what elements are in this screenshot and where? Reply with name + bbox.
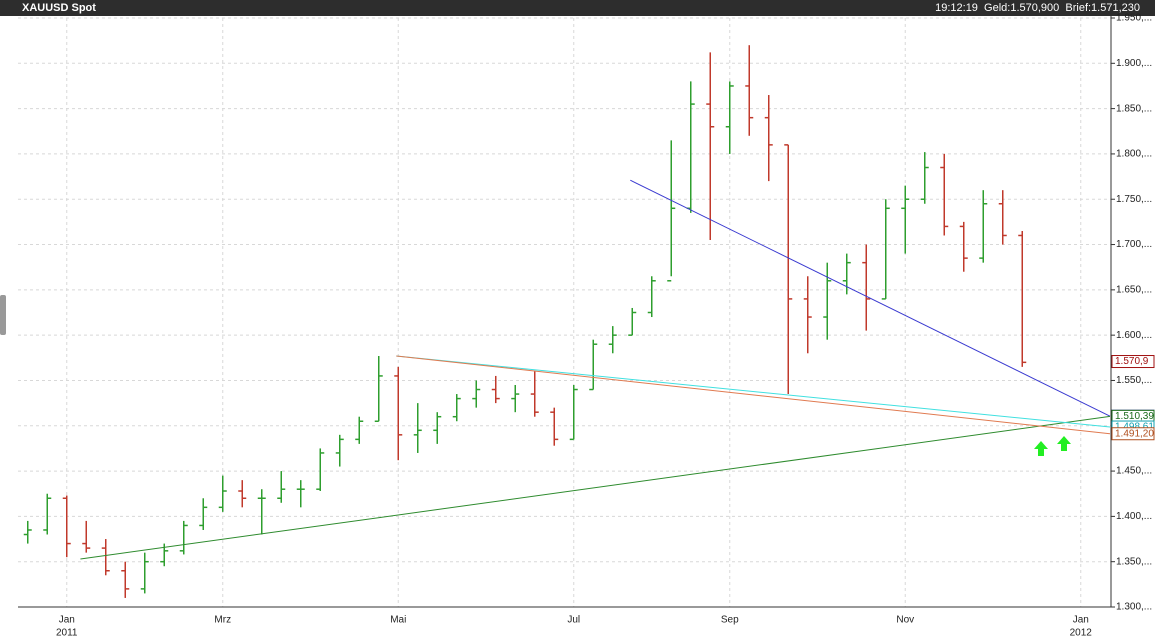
x-tick-label: Mrz [214,615,231,626]
y-tick-label: 1.950,... [1116,13,1152,24]
y-tick-label: 1.750,... [1116,194,1152,205]
quote: 19:12:19 Geld:1.570,900 Brief:1.571,230 [935,2,1140,14]
y-tick-label: 1.650,... [1116,284,1152,295]
plot [18,17,1111,608]
y-tick-label: 1.400,... [1116,511,1152,522]
y-tick-label: 1.800,... [1116,149,1152,160]
y-tick-label: 1.700,... [1116,239,1152,250]
side-tab[interactable] [0,295,6,335]
price-marker-box [1111,355,1155,369]
price-marker-label: 1.570,9 [1115,356,1149,367]
x-year-label: 2011 [56,628,78,639]
x-year-label: 2012 [1070,628,1093,639]
y-tick-label: 1.450,... [1116,466,1152,477]
arrow-icon [1057,436,1071,451]
y-tick-label: 1.600,... [1116,330,1152,341]
trendline [396,355,1111,428]
price-marker-label: 1.510,39 [1115,411,1154,422]
x-tick-label: Jul [567,615,580,626]
price-marker-label: 1.491,20 [1115,428,1154,439]
x-tick-label: Mai [390,615,406,626]
arrow-icon [1034,441,1048,456]
x-tick-label: Sep [721,615,739,626]
trendline [630,179,1111,417]
y-tick-label: 1.350,... [1116,556,1152,567]
chart-title: XAUUSD Spot [22,2,96,14]
y-tick-label: 1.900,... [1116,58,1152,69]
price-marker-box [1111,427,1155,441]
x-tick-label: Jan [1073,615,1089,626]
y-tick-label: 1.550,... [1116,375,1152,386]
trendline [80,415,1111,560]
title-bar [0,0,1155,16]
x-tick-label: Nov [896,615,914,626]
y-tick-label: 1.300,... [1116,602,1152,613]
price-marker-label: 1.498,61 [1115,422,1154,433]
x-tick-label: Jan [59,615,75,626]
trendline [396,355,1111,435]
y-tick-label: 1.850,... [1116,103,1152,114]
